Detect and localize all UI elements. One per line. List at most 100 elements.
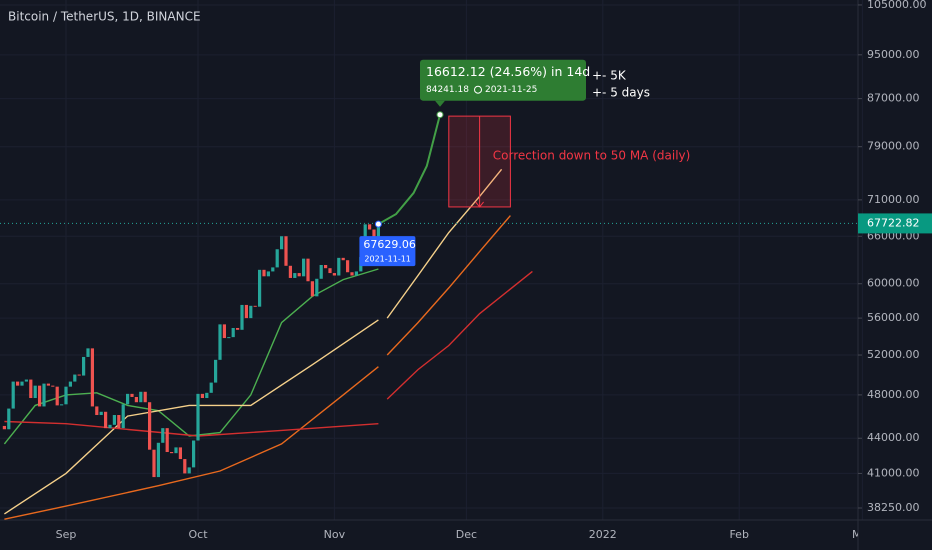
candle-body [121, 404, 125, 429]
candle-body [51, 385, 55, 387]
y-tick-label: 87000.00 [867, 92, 920, 105]
candle-body [222, 324, 226, 339]
candle-body [214, 359, 218, 383]
y-tick-label: 52000.00 [867, 348, 920, 361]
y-tick-label: 48000.00 [867, 388, 920, 401]
candle-body [2, 425, 6, 430]
candle-body [86, 348, 90, 357]
x-tick-label: Dec [456, 528, 477, 541]
candle-body [183, 459, 187, 474]
ma-line [4, 215, 511, 520]
candle-body [376, 223, 380, 245]
candle-body [315, 278, 319, 297]
candle-body [240, 304, 244, 330]
candle-body [130, 393, 134, 397]
candle-body [262, 269, 266, 277]
y-tick-label: 44000.00 [867, 431, 920, 444]
candle-body [354, 271, 358, 276]
candle-body [126, 393, 130, 405]
candle-body [302, 258, 306, 277]
candle-body [319, 264, 323, 279]
candle-body [117, 415, 121, 429]
y-tick-label: 56000.00 [867, 311, 920, 324]
candle-body [143, 391, 147, 403]
x-tick-label: 2022 [589, 528, 617, 541]
start-price: 67629.06 [363, 238, 416, 251]
candle-body [60, 404, 64, 406]
correction-label: Correction down to 50 MA (daily) [493, 149, 691, 163]
chart-title: Bitcoin / TetherUS, 1D, BINANCE [8, 10, 201, 24]
candle-body [284, 236, 288, 266]
candle-body [77, 374, 81, 376]
candle-body [346, 260, 350, 273]
candle-body [205, 392, 209, 399]
candle-body [46, 383, 50, 386]
candle-body [156, 442, 160, 478]
candle-body [192, 440, 196, 468]
ma-line [4, 168, 503, 515]
candle-body [99, 411, 103, 416]
candle-body [341, 257, 345, 261]
candle-body [218, 324, 222, 360]
x-tick-label: Feb [729, 528, 748, 541]
start-date: 2021-11-11 [364, 255, 411, 264]
y-tick-label: 60000.00 [867, 277, 920, 290]
candle-body [288, 265, 292, 278]
candle-body [16, 381, 20, 386]
candle-body [73, 374, 77, 382]
x-tick-label: Nov [324, 528, 346, 541]
candle-body [7, 408, 11, 430]
measure-price: 84241.18 [426, 85, 469, 95]
measure-date: 2021-11-25 [485, 85, 537, 95]
candle-body [249, 305, 253, 319]
last-price-label: 67722.82 [867, 216, 920, 229]
candle-body [187, 467, 191, 474]
candle-body [280, 236, 284, 250]
y-tick-label: 41000.00 [867, 466, 920, 479]
last-price-box [858, 213, 932, 234]
measure-start [374, 220, 382, 228]
y-tick-label: 38250.00 [867, 501, 920, 514]
candle-body [148, 402, 152, 450]
candle-body [11, 381, 15, 409]
projection-line [377, 114, 441, 225]
candle-body [368, 224, 372, 230]
candle-body [271, 267, 275, 272]
measure-label: 16612.12 (24.56%) in 14d [426, 64, 590, 79]
candle-body [306, 258, 310, 282]
candle-body [104, 411, 108, 429]
candle-body [68, 381, 72, 387]
measure-pointer [435, 100, 445, 107]
measure-end [436, 111, 444, 119]
candle-body [231, 327, 235, 338]
candle-body [293, 273, 297, 278]
x-tick-label: Oct [188, 528, 208, 541]
candle-body [82, 356, 86, 376]
candle-body [196, 393, 200, 441]
clock-icon [474, 85, 482, 94]
y-tick-label: 105000.00 [867, 0, 927, 11]
candle-body [38, 385, 42, 407]
candle-body [209, 382, 213, 393]
candle-body [258, 269, 262, 307]
y-tick-label: 71000.00 [867, 193, 920, 206]
candle-body [112, 415, 116, 425]
candle-body [200, 393, 204, 399]
candle-body [165, 428, 169, 453]
candle-body [244, 304, 248, 319]
candle-body [328, 268, 332, 274]
candle-body [95, 406, 99, 416]
note: +- 5K [592, 69, 627, 83]
candle-body [55, 386, 59, 406]
y-tick-label: 79000.00 [867, 140, 920, 153]
candle-body [174, 447, 178, 454]
candle-body [134, 396, 138, 403]
candle-body [266, 271, 270, 277]
correction-arrow [475, 116, 484, 208]
candle-body [29, 379, 33, 399]
candle-body [275, 249, 279, 268]
start-label-box [359, 236, 416, 267]
candle-body [108, 424, 112, 429]
candle-body [337, 257, 341, 276]
